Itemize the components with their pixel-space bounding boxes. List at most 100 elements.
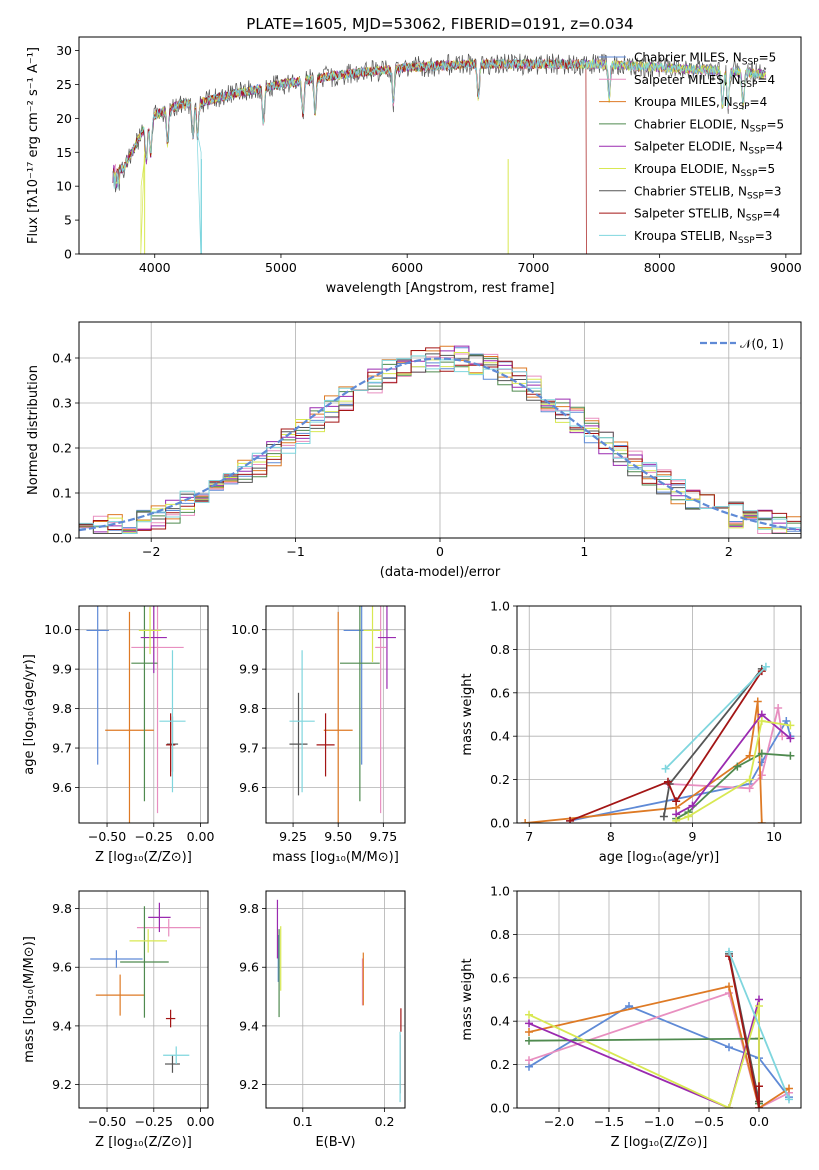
residuals-ytick-label: 0.4 (52, 351, 72, 366)
mass_vs_ebv-xtick-label: 0.2 (375, 1114, 395, 1129)
age_vs_mass-frame (265, 605, 406, 824)
mass_weight_vs_age-marker (757, 749, 766, 758)
age_vs_Z-frame (78, 605, 209, 824)
mass_weight_vs_Z-xtick-label: −2.0 (544, 1114, 574, 1129)
residuals-ytick-label: 0.3 (52, 396, 72, 411)
mass_weight_vs_age-marker (521, 819, 530, 823)
age_vs_Z-point-4 (140, 606, 167, 674)
mass_weight_vs_age-marker (566, 816, 575, 823)
age_vs_mass-point-7 (316, 713, 335, 777)
mass_vs_Z-ytick-label: 9.4 (52, 1018, 72, 1033)
age_vs_Z-ytick-label: 9.7 (52, 741, 72, 756)
mass_weight_vs_age-marker (761, 662, 770, 671)
mass_weight_vs_age-marker (786, 734, 795, 743)
mass_weight_vs_age-marker (745, 751, 754, 760)
mass_weight_vs_age-plot-area (521, 662, 795, 823)
mass_weight_vs_Z-marker (525, 1019, 533, 1028)
mass_weight_vs_age-ylabel: mass weight (460, 673, 475, 755)
mass_vs_Z-point-8 (163, 1046, 190, 1065)
mass_vs_Z-xtick-label: −0.50 (88, 1114, 126, 1129)
figure-title: PLATE=1605, MJD=53062, FIBERID=0191, z=0… (246, 15, 633, 33)
mass_vs_Z-point-3 (120, 906, 169, 1018)
age_vs_Z-point-1 (131, 606, 184, 814)
mass_weight_vs_Z-series-8 (728, 951, 790, 1100)
residuals-ytick-label: 0.0 (52, 531, 72, 546)
mass_weight_vs_Z-marker (725, 982, 733, 991)
age_vs_Z-xtick-label: −0.25 (135, 829, 173, 844)
spectrum-panel: 4000 5000 6000 7000 8000 9000 0 5 10 15 20 25 30 wave… (26, 36, 802, 296)
mass-weight-vs-age-panel: 7 8 9 10 0.0 0.2 0.4 0.6 0.8 1.0 age [log₁₀(age/yr… (460, 599, 802, 865)
mass_weight_vs_Z-marker (725, 1043, 733, 1052)
mass_vs_ebv-frame (265, 890, 406, 1109)
age_vs_Z-ytick-label: 9.6 (52, 780, 72, 795)
mass_weight_vs_age-ytick-label: 0.2 (490, 772, 510, 787)
age_vs_Z-point-2 (105, 611, 154, 823)
mass_weight_vs_Z-series-5 (528, 1005, 760, 1108)
age_vs_mass-xlabel: mass [log₁₀(M/M⊙)] (272, 850, 399, 865)
mass_weight_vs_age-series-6 (663, 668, 763, 817)
age_vs_Z-xtick-label: 0.00 (187, 829, 215, 844)
spectrum-xtick-label: 6000 (391, 260, 423, 275)
mass_vs_Z-ytick-label: 9.6 (52, 960, 72, 975)
mass_weight_vs_age-marker (745, 775, 754, 784)
mass_weight_vs_age-marker (757, 771, 766, 780)
mass_vs_Z-xtick-label: 0.00 (187, 1114, 215, 1129)
mass_weight_vs_Z-marker (725, 1104, 733, 1108)
mass_weight_vs_Z-xtick-label: −1.0 (644, 1114, 674, 1129)
spectrum-xtick-label: 7000 (517, 260, 549, 275)
mass_vs_ebv-ytick-label: 9.8 (239, 901, 259, 916)
mass_vs_Z-ylabel: mass [log₁₀(M/M⊙)] (22, 936, 37, 1063)
spectrum-line-7 (112, 58, 587, 254)
age_vs_Z-point-0 (86, 606, 109, 765)
spectrum-ytick-label: 30 (56, 43, 72, 58)
mass_weight_vs_age-xlabel: age [log₁₀(age/yr)] (599, 850, 720, 865)
mass_weight_vs_Z-series-7 (728, 955, 760, 1108)
spectrum-line-8 (113, 58, 765, 254)
spectrum-xtick-label: 4000 (139, 260, 171, 275)
age_vs_Z-xtick-label: −0.50 (88, 829, 126, 844)
age_vs_mass-xtick-label: 9.75 (369, 829, 397, 844)
mass_weight_vs_Z-frame (516, 890, 802, 1109)
residuals-xtick-label: 1 (580, 544, 588, 559)
mass_weight_vs_age-marker (663, 777, 672, 786)
mass_weight_vs_Z-xtick-label: −1.5 (594, 1114, 624, 1129)
age_vs_Z-grid (79, 606, 208, 823)
mass_weight_vs_Z-marker (755, 1104, 763, 1108)
spectrum-frame (78, 36, 802, 255)
age_vs_mass-xtick-label: 9.25 (279, 829, 307, 844)
mass_weight_vs_age-series-4 (675, 713, 791, 816)
mass_weight_vs_Z-plot-area (525, 947, 793, 1108)
mass_weight_vs_Z-ylabel: mass weight (460, 958, 475, 1040)
mass_vs_ebv-plot-area (276, 899, 402, 1103)
spectrum-legend: Chabrier MILES, NSSP=5 Salpeter MILES, NS… (599, 51, 784, 246)
age_vs_mass-xtick-label: 9.50 (324, 829, 352, 844)
residuals-ytick-label: 0.2 (52, 441, 72, 456)
mass_vs_Z-ytick-label: 9.8 (52, 901, 72, 916)
residuals-xtick-label: 2 (725, 544, 733, 559)
mass_weight_vs_age-marker (733, 762, 742, 771)
mass_weight_vs_age-marker (672, 816, 681, 823)
mass_weight_vs_age-marker (661, 764, 670, 773)
age_vs_Z-ytick-label: 9.9 (52, 662, 72, 677)
spectrum-xlabel: wavelength [Angstrom, rest frame] (326, 281, 555, 296)
spectrum-ytick-label: 20 (56, 111, 72, 126)
mass_vs_Z-plot-area (90, 902, 201, 1073)
mass_weight_vs_Z-ytick-label: 0.4 (490, 1014, 510, 1029)
residuals-ytick-label: 0.1 (52, 486, 72, 501)
legend-entry: Salpeter MILES, NSSP=4 (634, 73, 775, 90)
spectrum-ytick-label: 0 (64, 247, 72, 262)
mass-vs-metallicity-panel: −0.50 −0.25 0.00 9.2 9.4 9.6 9.8 Z [log₁₀(Z/Z⊙)… (22, 890, 215, 1150)
mass_vs_Z-point-4 (148, 902, 171, 933)
spectrum-ylabel: Flux [fλ10⁻¹⁷ erg cm⁻² s⁻¹ A⁻¹] (26, 47, 41, 244)
mass-weight-vs-metallicity-panel: −2.0 −1.5 −1.0 −0.5 0.0 0.0 0.2 0.4 0.6 0.8 1.0 Z [… (460, 884, 802, 1150)
mass_weight_vs_age-marker (672, 797, 681, 806)
residuals-plot-area (79, 345, 801, 538)
age_vs_Z-point-7 (165, 713, 176, 777)
mass-vs-ebv-panel: 0.1 0.2 9.2 9.4 9.6 9.8 E(B-V) (239, 890, 406, 1150)
histogram-8 (79, 355, 801, 538)
mass_vs_Z-point-1 (136, 918, 201, 937)
age_vs_mass-plot-area (289, 606, 396, 823)
mass_vs_Z-point-6 (165, 1055, 180, 1073)
mass_weight_vs_age-marker (774, 703, 783, 712)
